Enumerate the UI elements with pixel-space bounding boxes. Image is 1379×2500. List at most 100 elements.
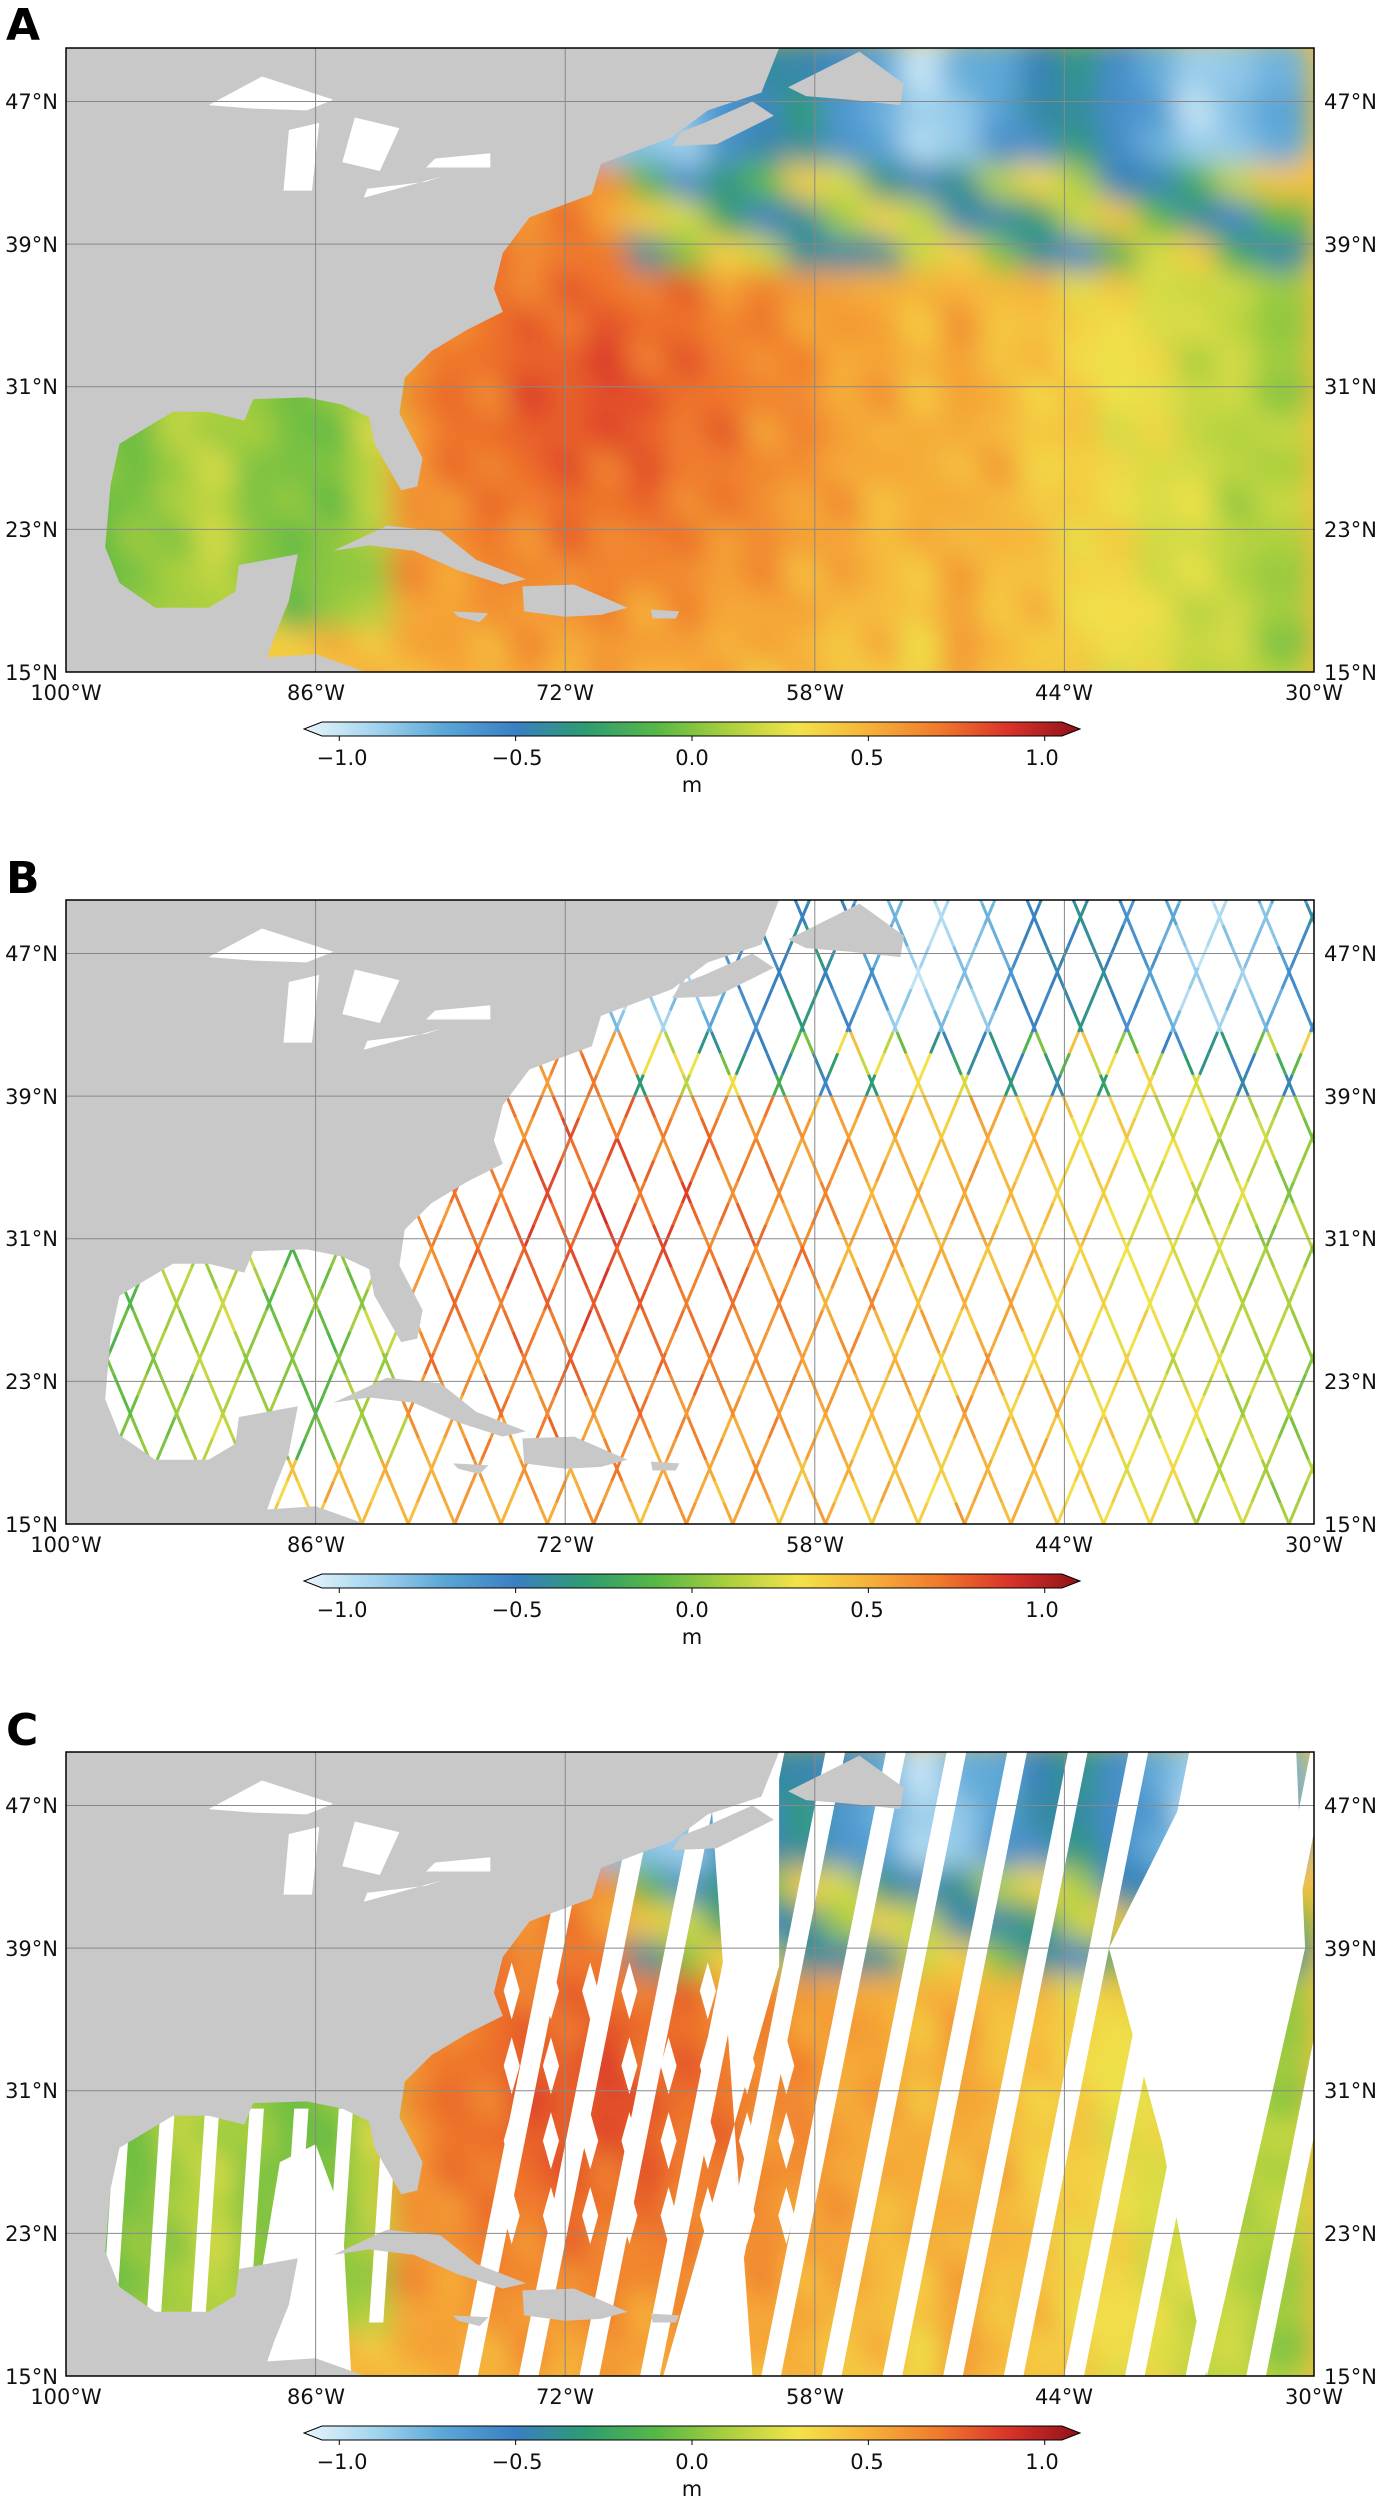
track-segment [321,1373,334,1397]
track-segment [0,1203,4,1224]
track-segment [914,1288,926,1311]
track-segment [1171,1116,1183,1140]
track-segment [1277,1416,1289,1439]
track-segment [928,1330,941,1354]
track-segment [1289,1416,1301,1439]
track-segment [1190,1181,1202,1204]
track-segment [463,1437,476,1461]
track-segment [818,1074,831,1097]
track-segment [1313,1350,1314,1353]
track-segment [1287,1502,1300,1524]
track-segment [616,1223,629,1247]
track-segment [921,1159,934,1183]
track-segment [828,1202,841,1226]
swath-diamond [542,2187,559,2245]
track-segment [1184,1416,1197,1439]
lat-label-left: 39°N [5,1085,58,1109]
track-segment [1082,924,1095,947]
track-segment [950,1052,963,1076]
track-segment [1200,1095,1213,1119]
lat-label-right: 23°N [1324,518,1377,542]
track-segment [1162,1138,1175,1161]
track-segment [354,1288,367,1311]
track-segment [297,1373,310,1397]
lat-label-left: 39°N [5,1937,58,1961]
track-segment [1099,1288,1112,1311]
track-segment [617,1031,630,1054]
track-segment [638,1502,651,1524]
track-segment [1260,1459,1273,1482]
track-segment [275,1373,288,1397]
track-segment [1152,1202,1165,1226]
track-segment [1049,1288,1062,1311]
lon-label: 30°W [1285,2385,1343,2409]
track-segment [1114,1330,1126,1354]
lat-label-right: 47°N [1324,90,1377,114]
track-segment [1256,1116,1268,1140]
track-segment [30,1396,39,1417]
swath-diamond [660,2187,677,2245]
track-segment [1125,1138,1138,1161]
track-segment [1331,1182,1340,1203]
track-segment [460,1373,473,1397]
track-segment [1106,1202,1119,1226]
track-segment [1088,1159,1101,1183]
track-segment [1006,1288,1019,1311]
track-segment [0,946,2,967]
track-segment [256,1309,268,1333]
track-segment [1344,882,1353,903]
track-segment [1251,1437,1264,1461]
track-segment [651,1223,664,1247]
track-segment [664,1330,676,1354]
track-segment [1196,1416,1209,1439]
track-segment [662,1223,675,1247]
track-segment [860,1416,872,1439]
track-segment [650,1330,663,1354]
track-segment [167,1395,180,1418]
track-segment [625,1202,638,1226]
track-segment [614,1245,627,1268]
track-segment [1175,1437,1188,1461]
track-segment [653,1116,666,1140]
track-segment [994,1266,1007,1290]
track-segment [837,1138,850,1161]
track-segment [718,1202,730,1226]
lat-label-left: 15°N [5,1513,58,1537]
track-segment [731,1502,744,1524]
track-segment [958,1181,971,1204]
track-segment [494,1181,507,1204]
track-segment [1112,1437,1125,1461]
track-segment [900,988,913,1012]
track-segment [692,1373,705,1397]
track-segment [1072,1352,1085,1375]
track-segment [1053,1288,1065,1311]
track-segment [993,1373,1005,1397]
track-segment [1369,1203,1378,1224]
track-segment [676,1502,688,1524]
track-segment [1248,1373,1261,1397]
track-segment [265,1288,277,1311]
track-segment [876,1266,889,1290]
land-mass [66,1752,780,2376]
track-segment [1353,904,1362,925]
swath-diamond [739,1962,756,2020]
track-segment [1042,1202,1055,1226]
track-segment [1184,945,1196,969]
track-segment [1168,903,1181,926]
track-segment [24,1203,33,1224]
track-segment [858,1309,871,1333]
lat-label-right: 47°N [1324,1794,1377,1818]
track-segment [1275,1309,1288,1333]
track-segment [728,1074,740,1097]
track-segment [121,1395,133,1418]
track-segment [1272,1266,1285,1290]
swath-gap [1125,1752,1270,2376]
track-segment [36,1396,45,1417]
panel-letter-c: C [6,1705,38,1756]
track-segment [227,1266,240,1290]
track-segment [1258,903,1271,926]
colorbar-tick-label: 0.0 [675,2450,708,2474]
track-segment [1164,1009,1177,1033]
track-segment [864,1288,877,1311]
track-segment [1319,989,1328,1010]
